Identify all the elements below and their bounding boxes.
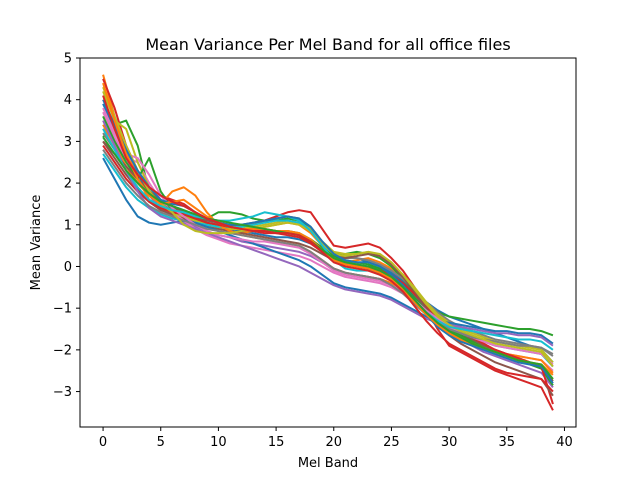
x-tick-label: 20: [325, 435, 342, 450]
x-tick-label: 5: [157, 435, 165, 450]
y-tick-label: 1: [64, 218, 72, 233]
y-tick-label: −1: [53, 302, 72, 317]
axes-frame: [79, 57, 577, 428]
y-tick-label: 4: [64, 93, 72, 108]
series-line-15: [102, 120, 554, 347]
y-tick-label: 5: [64, 52, 72, 67]
series-line-24: [102, 95, 554, 393]
x-tick-label: 25: [383, 435, 400, 450]
y-tick-label: 0: [64, 260, 72, 275]
x-tick-label: 30: [441, 435, 458, 450]
y-tick-label: −2: [53, 343, 72, 358]
series-line-4: [102, 78, 554, 411]
series-line-17: [102, 107, 554, 366]
chart-title: Mean Variance Per Mel Band for all offic…: [145, 35, 510, 54]
y-tick-label: 2: [64, 177, 72, 192]
y-axis-label: Mean Variance: [29, 195, 44, 291]
x-tick-label: 35: [499, 435, 516, 450]
series-layer: [102, 74, 554, 411]
x-tick-label: 15: [268, 435, 285, 450]
x-tick-label: 0: [99, 435, 107, 450]
series-line-23: [102, 136, 554, 380]
tick-layer: 0 5 10 15 20 25 30 35 40 −3 −2 −1 0 1 2 3 4 5: [53, 52, 573, 451]
x-tick-label: 10: [210, 435, 227, 450]
x-axis-label: Mel Band: [298, 456, 358, 471]
y-tick-label: 3: [64, 135, 72, 150]
x-tick-label: 40: [556, 435, 573, 450]
y-tick-label: −3: [53, 385, 72, 400]
